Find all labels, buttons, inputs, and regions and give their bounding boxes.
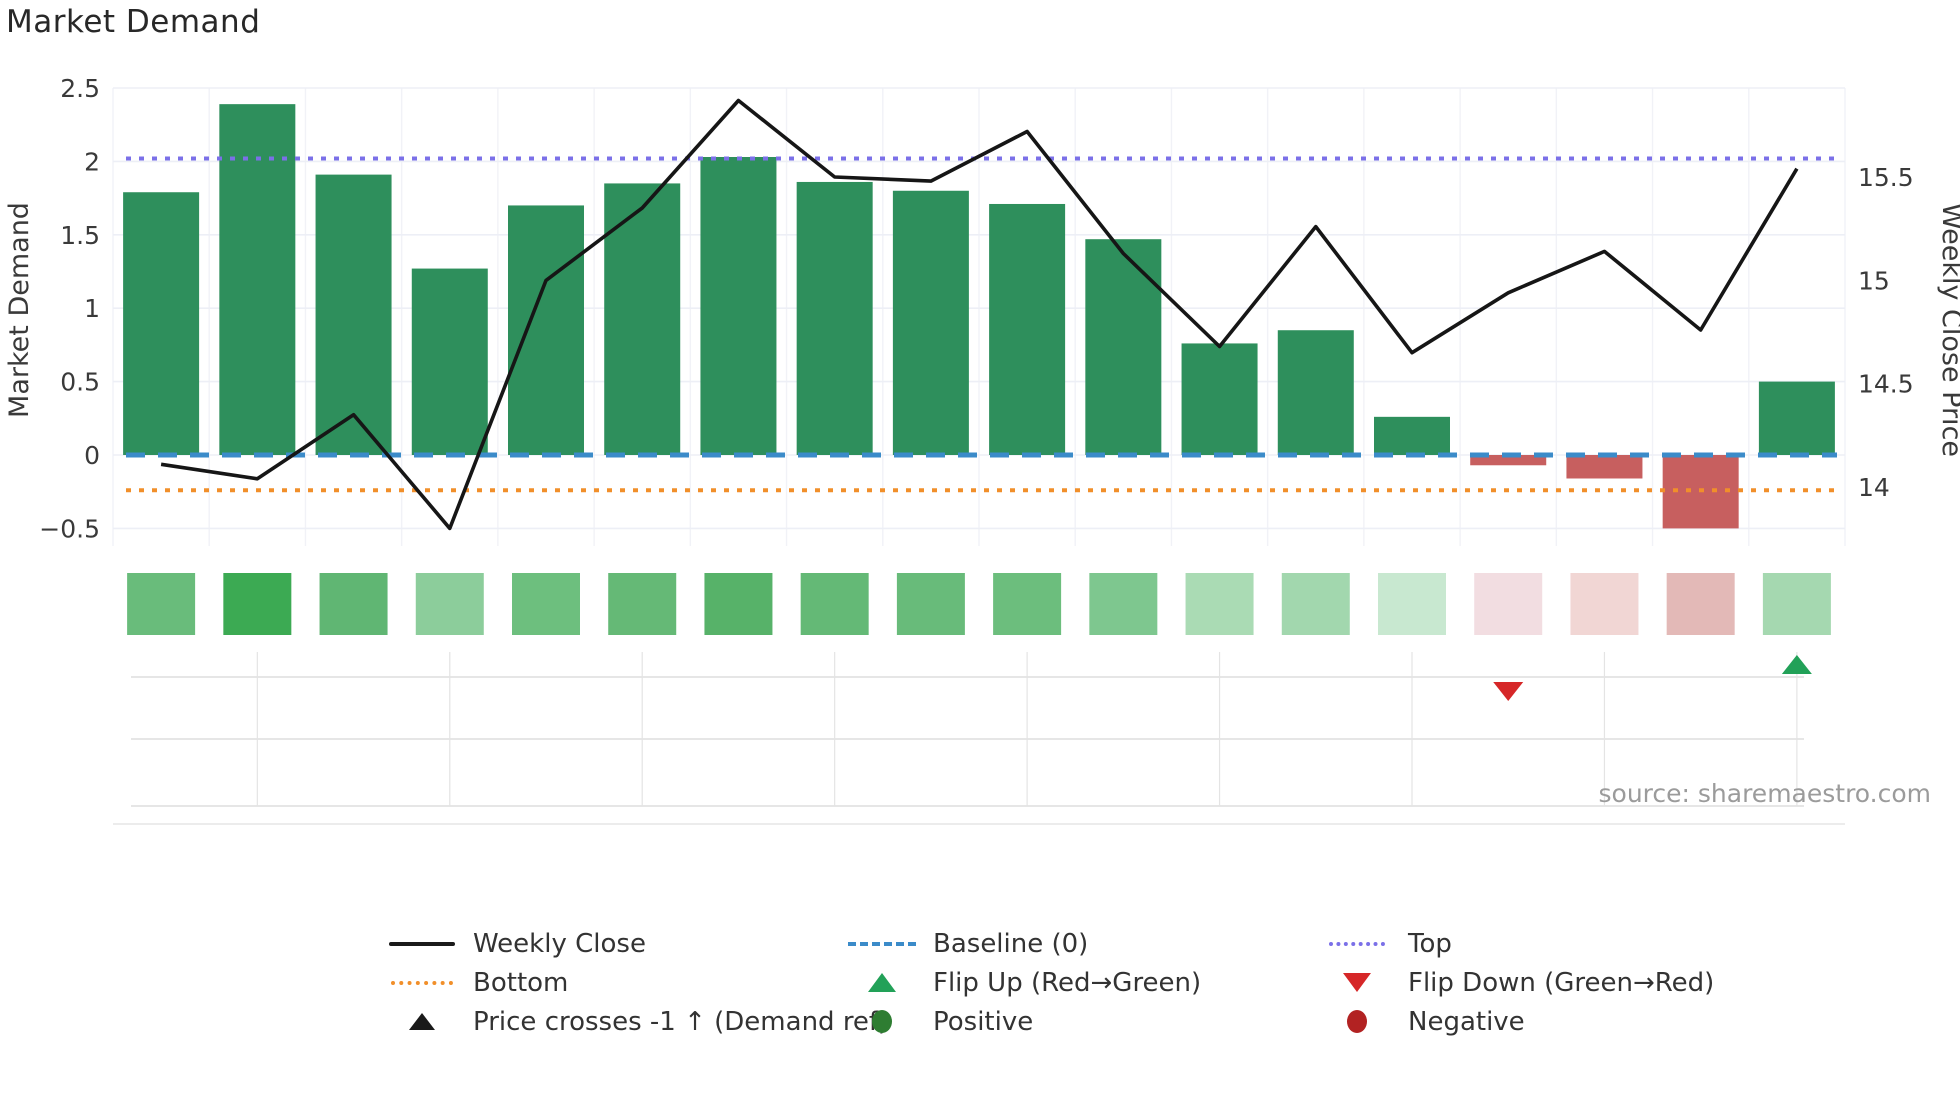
left-axis-tick: 1 — [84, 294, 100, 323]
legend-column-1: Weekly Close Bottom Price crosses -1 ↑ (… — [385, 924, 888, 1041]
demand-bar — [700, 156, 777, 455]
demand-bar — [219, 104, 296, 455]
demand-bar — [1758, 381, 1835, 455]
right-axis-tick: 14 — [1858, 473, 1890, 502]
legend-label: Baseline (0) — [933, 928, 1089, 959]
demand-bar — [1085, 239, 1162, 455]
legend-label: Price crosses -1 ↑ (Demand ref) — [473, 1006, 889, 1037]
page-title: Market Demand — [6, 4, 261, 40]
bottom-dotted-line-icon — [385, 980, 459, 985]
demand-bar — [1566, 455, 1643, 479]
heatmap-cell — [512, 573, 580, 635]
heatmap-cell — [896, 573, 965, 635]
green-circle-icon — [845, 1010, 919, 1033]
legend-item-bottom: Bottom — [385, 963, 888, 1002]
heatmap-cell — [1570, 573, 1639, 635]
heatmap-cell — [1762, 573, 1831, 635]
demand-bar — [1374, 416, 1450, 455]
darkred-circle-icon — [1320, 1010, 1394, 1033]
heatmap-cell — [1474, 573, 1543, 635]
heatmap-cell — [1378, 573, 1446, 635]
demand-bar — [411, 268, 488, 455]
heatmap-cell — [800, 573, 869, 635]
demand-bar — [1277, 330, 1354, 455]
market-demand-chart: 2.5 2 1.5 1 0.5 0 −0.5 15.5 15 14.5 14 Market Deman… — [4, 74, 1960, 825]
legend-item-positive: Positive — [845, 1002, 1201, 1041]
left-axis-tick: 0.5 — [60, 368, 100, 397]
flip-down-marker — [1493, 682, 1524, 701]
demand-bar — [989, 203, 1066, 455]
heatmap-cell — [127, 573, 196, 635]
demand-bar — [796, 181, 873, 455]
red-triangle-down-icon — [1320, 973, 1394, 992]
legend-item-weekly-close: Weekly Close — [385, 924, 888, 963]
left-axis-tick: −0.5 — [39, 514, 100, 543]
demand-bar — [123, 192, 200, 455]
left-axis-tick: 1.5 — [60, 221, 100, 250]
weekly-close-line-icon — [385, 941, 459, 946]
legend-item-negative: Negative — [1320, 1002, 1714, 1041]
heatmap-cell — [608, 573, 677, 635]
black-triangle-up-icon — [385, 1013, 459, 1030]
legend-item-top: Top — [1320, 924, 1714, 963]
legend-label: Flip Down (Green→Red) — [1408, 967, 1715, 998]
legend-column-3: Top Flip Down (Green→Red) Negative — [1320, 924, 1714, 1041]
legend-item-price-crosses: Price crosses -1 ↑ (Demand ref) — [385, 1002, 888, 1041]
top-dotted-line-icon — [1320, 941, 1394, 946]
legend-label: Flip Up (Red→Green) — [933, 967, 1202, 998]
legend-label: Weekly Close — [473, 928, 646, 959]
legend-item-baseline: Baseline (0) — [845, 924, 1201, 963]
legend-item-flip-down: Flip Down (Green→Red) — [1320, 963, 1714, 1002]
demand-bar — [1181, 343, 1258, 455]
left-axis-tick: 2 — [84, 147, 100, 176]
heatmap-cell — [704, 573, 773, 635]
weekly-close-line — [160, 98, 1799, 531]
source-text: source: sharemaestro.com — [1599, 779, 1932, 808]
baseline-dashed-line-icon — [845, 941, 919, 946]
legend-label: Positive — [933, 1006, 1034, 1037]
legend-item-flip-up: Flip Up (Red→Green) — [845, 963, 1201, 1002]
heatmap-cell — [993, 573, 1062, 635]
heatmap-cell — [1281, 573, 1350, 635]
demand-bar — [892, 190, 969, 455]
heatmap-cell — [1666, 573, 1735, 635]
legend-label: Negative — [1408, 1006, 1525, 1037]
heatmap-cell — [319, 573, 388, 635]
left-axis-title: Market Demand — [4, 202, 35, 418]
demand-bar — [604, 183, 681, 456]
heatmap-cell — [1185, 573, 1254, 635]
legend-column-2: Baseline (0) Flip Up (Red→Green) Positiv… — [845, 924, 1201, 1041]
heatmap-cell — [1089, 573, 1158, 635]
green-triangle-up-icon — [845, 973, 919, 992]
left-axis-tick: 2.5 — [60, 74, 100, 103]
right-axis-tick: 15 — [1858, 266, 1890, 295]
right-axis-title: Weekly Close Price — [1936, 203, 1960, 457]
demand-bar — [1470, 455, 1547, 466]
flip-up-marker — [1781, 655, 1812, 674]
right-axis-tick: 14.5 — [1858, 370, 1914, 399]
demand-bar — [315, 174, 392, 455]
legend-label: Bottom — [473, 967, 569, 998]
right-axis-tick: 15.5 — [1858, 163, 1914, 192]
heatmap-cell — [415, 573, 484, 635]
demand-bar — [508, 205, 584, 455]
left-axis-tick: 0 — [84, 441, 100, 470]
legend-label: Top — [1408, 928, 1452, 959]
heatmap-cell — [223, 573, 292, 635]
